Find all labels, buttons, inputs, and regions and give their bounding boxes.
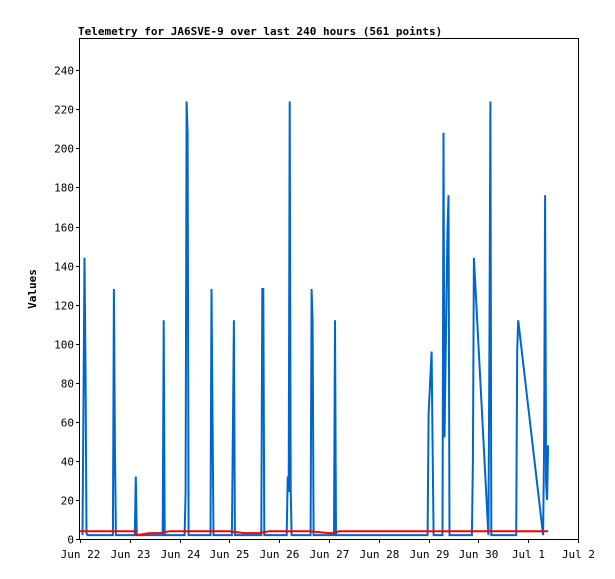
x-tick-label: Jun 28 [360,548,400,561]
x-tick-label: Jun 26 [260,548,300,561]
y-axis-label: Values [26,269,39,309]
y-tick-label: 200 [54,143,74,156]
x-tick-label: Jun 23 [111,548,151,561]
y-tick-label: 60 [61,417,74,430]
y-tick-label: 220 [54,104,74,117]
series-layer [80,101,550,537]
chart-title: Telemetry for JA6SVE-9 over last 240 hou… [78,25,442,38]
y-tick-label: 160 [54,222,74,235]
x-tick-label: Jun 30 [459,548,499,561]
y-tick-label: 100 [54,339,74,352]
series-2-line [80,530,549,537]
x-tick-label: Jul 2 [562,548,595,561]
y-tick-label: 40 [61,456,74,469]
x-tick-label: Jun 25 [210,548,250,561]
x-tick-label: Jun 22 [61,548,101,561]
series-1-line [81,101,550,537]
x-tick-label: Jul 1 [512,548,545,561]
x-tick-label: Jun 24 [161,548,201,561]
plot-frame [79,38,579,540]
x-tick-label: Jun 29 [410,548,450,561]
y-tick-label: 20 [61,495,74,508]
y-tick-label: 120 [54,300,74,313]
axes-layer: 0 20 40 60 80 100 120 140 160 180 200 220 240 Jun 22 J… [54,65,595,562]
y-tick-label: 0 [67,534,74,547]
x-tick-label: Jun 27 [310,548,350,561]
y-tick-label: 240 [54,65,74,78]
y-tick-label: 180 [54,182,74,195]
y-tick-label: 80 [61,378,74,391]
y-tick-label: 140 [54,261,74,274]
